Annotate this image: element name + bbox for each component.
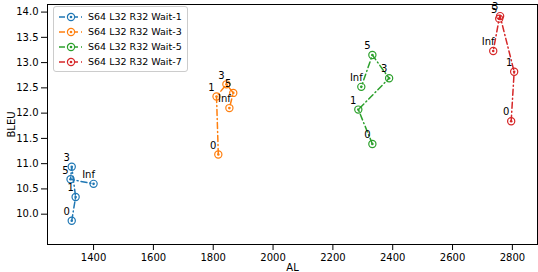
- svg-text:2800: 2800: [500, 252, 525, 263]
- svg-text:0: 0: [210, 140, 216, 151]
- svg-text:13.0: 13.0: [16, 57, 38, 68]
- svg-text:1400: 1400: [81, 252, 106, 263]
- svg-text:BLEU: BLEU: [6, 111, 17, 137]
- svg-text:1600: 1600: [141, 252, 166, 263]
- svg-text:5: 5: [364, 40, 370, 51]
- svg-text:10.5: 10.5: [16, 183, 38, 194]
- svg-text:Inf: Inf: [350, 72, 363, 83]
- svg-text:12.0: 12.0: [16, 107, 38, 118]
- svg-text:11.0: 11.0: [16, 158, 38, 169]
- svg-text:5: 5: [62, 165, 68, 176]
- svg-text:3: 3: [64, 152, 70, 163]
- html-text:S64 L32 R32 Wait-5: S64 L32 R32 Wait-5: [88, 41, 182, 52]
- html-text:S64 L32 R32 Wait-3: S64 L32 R32 Wait-3: [88, 26, 182, 37]
- svg-text:5: 5: [225, 78, 231, 89]
- html-text:S64 L32 R32 Wait-1: S64 L32 R32 Wait-1: [88, 11, 182, 22]
- svg-text:0: 0: [364, 129, 370, 140]
- html-text:S64 L32 R32 Wait-7: S64 L32 R32 Wait-7: [88, 56, 182, 67]
- svg-text:11.5: 11.5: [16, 133, 38, 144]
- svg-text:2000: 2000: [260, 252, 285, 263]
- svg-text:0: 0: [503, 106, 509, 117]
- svg-text:1: 1: [350, 95, 356, 106]
- svg-text:Inf: Inf: [482, 36, 495, 47]
- svg-text:1800: 1800: [200, 252, 225, 263]
- svg-text:2200: 2200: [320, 252, 345, 263]
- svg-text:14.0: 14.0: [16, 6, 38, 17]
- svg-text:10.0: 10.0: [16, 208, 38, 219]
- svg-text:Inf: Inf: [218, 93, 231, 104]
- svg-text:1: 1: [208, 82, 214, 93]
- svg-text:2600: 2600: [440, 252, 465, 263]
- svg-text:12.5: 12.5: [16, 82, 38, 93]
- svg-text:5: 5: [491, 4, 497, 15]
- svg-text:13.5: 13.5: [16, 32, 38, 43]
- svg-text:2400: 2400: [380, 252, 405, 263]
- svg-text:AL: AL: [286, 262, 299, 272]
- svg-text:3: 3: [218, 70, 224, 81]
- svg-text:0: 0: [64, 206, 70, 217]
- svg-text:1: 1: [67, 182, 73, 193]
- svg-text:3: 3: [381, 63, 387, 74]
- svg-text:1: 1: [506, 57, 512, 68]
- svg-text:Inf: Inf: [82, 169, 95, 180]
